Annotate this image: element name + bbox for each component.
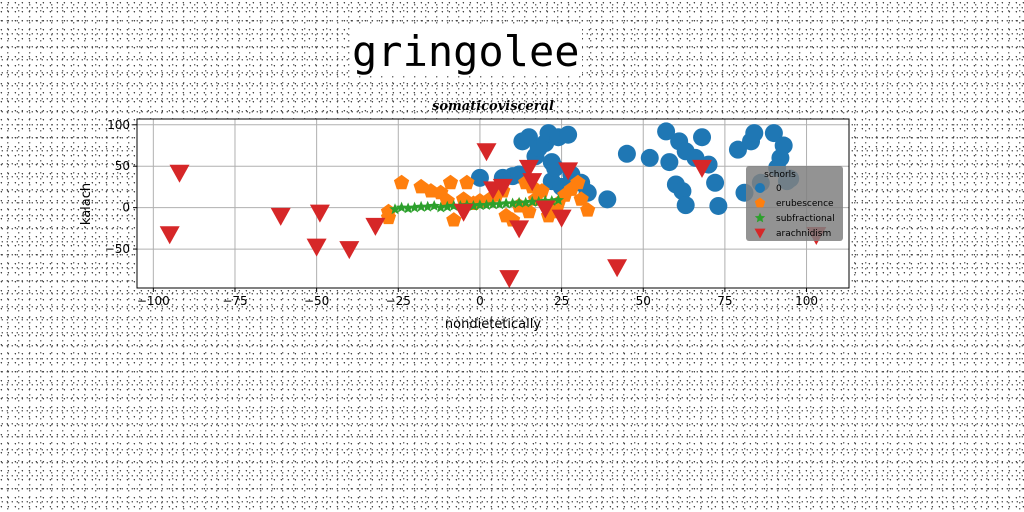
data-point bbox=[446, 212, 462, 227]
x-tick-label: −100 bbox=[137, 294, 170, 308]
data-point bbox=[442, 174, 459, 190]
data-point bbox=[393, 174, 410, 190]
data-point bbox=[558, 162, 579, 181]
legend-marker bbox=[754, 228, 766, 239]
data-point bbox=[692, 159, 712, 178]
data-point bbox=[657, 122, 676, 141]
data-point bbox=[270, 207, 291, 226]
figure-title: gringolee bbox=[350, 27, 582, 76]
legend-marker bbox=[754, 197, 766, 208]
data-point bbox=[506, 197, 519, 209]
data-point bbox=[441, 200, 453, 212]
x-axis-label: nondietetically bbox=[445, 317, 541, 332]
legend: schorls 0 erubescence subfractional arachni… bbox=[746, 166, 843, 241]
legend-label: subfractional bbox=[776, 214, 835, 224]
axes-title: somaticovisceral bbox=[432, 99, 554, 114]
legend-label: arachnidism bbox=[776, 229, 831, 239]
x-tick-label: 100 bbox=[795, 294, 818, 308]
data-point bbox=[640, 148, 659, 167]
data-point bbox=[428, 200, 440, 211]
data-point bbox=[617, 144, 636, 163]
y-axis-label: kalach bbox=[79, 183, 94, 225]
legend-label: 0 bbox=[776, 184, 782, 194]
data-point bbox=[521, 203, 537, 219]
data-point bbox=[169, 164, 190, 183]
y-tick-label: 100 bbox=[107, 118, 130, 132]
legend-box bbox=[746, 166, 843, 241]
x-tick-label: 0 bbox=[476, 294, 484, 308]
data-point bbox=[487, 198, 499, 210]
data-point bbox=[534, 183, 550, 198]
data-point bbox=[774, 136, 793, 155]
data-point bbox=[435, 201, 447, 213]
y-tick-label: 50 bbox=[115, 159, 130, 173]
legend-entries: 0 erubescence subfractional arachnidism bbox=[754, 183, 835, 239]
data-point bbox=[395, 201, 408, 213]
data-point bbox=[339, 241, 360, 260]
data-point bbox=[309, 204, 330, 223]
data-point bbox=[660, 153, 679, 172]
data-point bbox=[306, 238, 327, 257]
data-point bbox=[415, 200, 427, 212]
data-point bbox=[535, 200, 556, 219]
data-point bbox=[522, 173, 543, 192]
data-point bbox=[559, 125, 578, 144]
data-point bbox=[526, 195, 538, 207]
data-point bbox=[402, 202, 414, 214]
legend-marker bbox=[754, 212, 766, 223]
data-point bbox=[693, 128, 712, 147]
data-point bbox=[493, 198, 506, 210]
data-point bbox=[598, 190, 617, 209]
x-tick-label: 25 bbox=[554, 294, 569, 308]
data-point bbox=[518, 159, 539, 178]
data-point bbox=[728, 140, 747, 159]
data-points bbox=[159, 122, 827, 289]
legend-label: erubescence bbox=[776, 199, 834, 209]
data-point bbox=[365, 217, 386, 236]
data-point bbox=[706, 173, 725, 192]
x-tick-label: −50 bbox=[304, 294, 329, 308]
data-point bbox=[459, 174, 475, 190]
data-point bbox=[408, 201, 421, 213]
data-point bbox=[570, 174, 586, 190]
y-tick-label: −50 bbox=[105, 242, 130, 256]
data-point bbox=[673, 182, 692, 201]
data-point bbox=[439, 193, 455, 208]
data-point bbox=[509, 220, 530, 239]
legend-title: schorls bbox=[764, 170, 796, 180]
data-point bbox=[607, 259, 628, 278]
data-point bbox=[513, 196, 525, 208]
legend-marker bbox=[755, 183, 765, 193]
data-point bbox=[389, 203, 401, 215]
plot-frame bbox=[136, 118, 850, 289]
data-point bbox=[580, 202, 596, 217]
data-point bbox=[453, 203, 474, 222]
axis-ticks: −100 −75 −50 −25 0 25 50 75 100 −50 0 50 100 bbox=[105, 118, 818, 308]
data-point bbox=[474, 199, 486, 210]
y-tick-label: 0 bbox=[122, 201, 130, 215]
data-point bbox=[551, 209, 572, 228]
data-point bbox=[422, 200, 434, 212]
data-point bbox=[500, 197, 512, 209]
data-point bbox=[676, 196, 695, 215]
data-point bbox=[709, 196, 728, 215]
x-tick-label: 50 bbox=[636, 294, 651, 308]
data-point bbox=[573, 191, 589, 206]
data-point bbox=[745, 124, 764, 143]
data-point bbox=[499, 270, 520, 289]
data-point bbox=[480, 199, 493, 210]
series-arachnidism bbox=[159, 143, 827, 289]
data-point bbox=[520, 196, 532, 208]
data-point bbox=[492, 178, 513, 197]
x-tick-label: 75 bbox=[717, 294, 732, 308]
x-tick-label: −75 bbox=[222, 294, 247, 308]
data-point bbox=[476, 143, 497, 162]
data-point bbox=[552, 194, 564, 205]
data-point bbox=[764, 124, 783, 143]
data-point bbox=[159, 226, 180, 245]
x-tick-label: −25 bbox=[386, 294, 411, 308]
